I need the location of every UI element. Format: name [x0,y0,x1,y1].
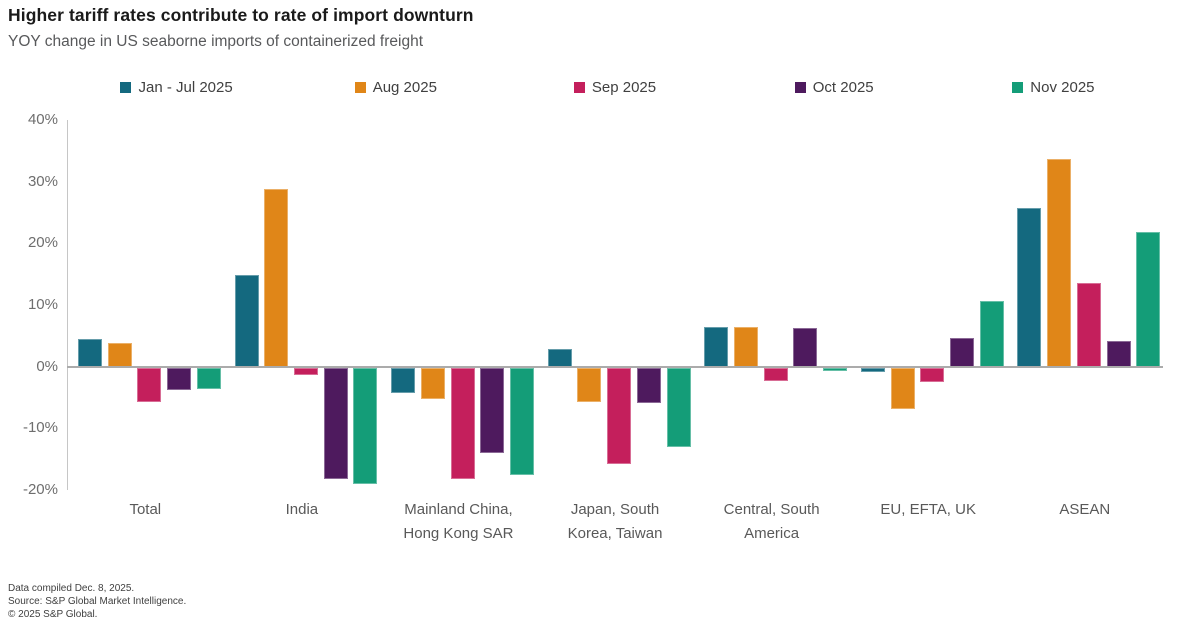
bar-nov-2025-asean [1136,232,1161,367]
bar-nov-2025-india [353,367,378,485]
legend-item: Nov 2025 [944,76,1163,98]
bar-nov-2025-mainland-china-hong-kong-sar [509,367,534,475]
bar-sep-2025-japan-south-korea-taiwan [607,367,632,464]
y-tick-label: 40% [27,111,58,128]
bar-nov-2025-central-south-america [823,367,848,371]
legend-item: Jan - Jul 2025 [67,76,286,98]
footnote: Data compiled Dec. 8, 2025. Source: S&P … [8,582,186,621]
bar-jan-jul-2025-total [78,338,102,367]
bar-aug-2025-mainland-china-hong-kong-sar [420,367,445,400]
y-tick-label: -20% [22,481,58,498]
bar-aug-2025-total [107,342,132,367]
y-tick-label: 20% [27,234,58,252]
legend-swatch-icon [1012,81,1024,93]
legend-label: Nov 2025 [1030,78,1095,96]
plot-area [67,120,1163,490]
bar-jan-jul-2025-mainland-china-hong-kong-sar [391,367,416,393]
bar-sep-2025-total [137,367,162,403]
y-axis-line [67,120,68,490]
bar-jan-jul-2025-india [234,274,259,367]
legend-swatch-icon [794,81,806,93]
chart-title: Higher tariff rates contribute to rate o… [8,5,474,25]
bar-aug-2025-india [264,189,289,367]
x-category-label: India [285,501,319,518]
footnote-line: Data compiled Dec. 8, 2025. [8,583,135,594]
bar-aug-2025-asean [1047,159,1072,367]
bar-oct-2025-central-south-america [793,328,818,367]
bar-nov-2025-japan-south-korea-taiwan [666,367,691,447]
legend-label: Oct 2025 [812,78,874,96]
bar-sep-2025-asean [1076,282,1101,367]
bar-oct-2025-india [323,367,348,480]
bar-aug-2025-eu-efta-uk [890,367,915,409]
legend-swatch-icon [573,81,585,93]
legend-label: Aug 2025 [372,78,437,96]
legend-label: Jan - Jul 2025 [138,78,233,96]
bar-oct-2025-asean [1106,340,1131,367]
footnote-line: © 2025 S&P Global. [8,609,98,620]
bar-oct-2025-mainland-china-hong-kong-sar [480,367,505,454]
x-category-label: Total [129,501,162,518]
footnote-line: Source: S&P Global Market Intelligence. [8,596,187,607]
y-tick-label: 30% [27,172,58,190]
bar-nov-2025-total [196,367,221,389]
bar-nov-2025-eu-efta-uk [979,300,1004,367]
legend-item: Oct 2025 [725,76,944,98]
x-category-label: EU, EFTA, UK [880,501,976,518]
bar-sep-2025-eu-efta-uk [920,367,945,382]
legend-swatch-icon [354,81,366,93]
x-category-label: ASEAN [1059,501,1111,518]
bar-jan-jul-2025-eu-efta-uk [860,367,885,372]
bar-oct-2025-total [167,367,192,390]
zero-baseline [67,365,1163,368]
bar-aug-2025-japan-south-korea-taiwan [577,367,602,402]
x-axis-labels: Total India Mainland China, Hong Kong SAR Ja… [67,498,1163,546]
x-category-label: Japan, South Korea, Taiwan [567,501,663,542]
bar-jan-jul-2025-japan-south-korea-taiwan [547,349,572,367]
x-category-label: Mainland China, Hong Kong SAR [403,501,514,542]
legend: Jan - Jul 2025 Aug 2025 Sep 2025 Oct 2025 No… [67,76,1163,98]
bar-sep-2025-india [293,367,318,376]
x-category-label: Central, South America [723,501,820,542]
y-tick-label: 10% [27,296,58,313]
bar-sep-2025-central-south-america [763,367,788,382]
legend-item: Sep 2025 [505,76,724,98]
bar-aug-2025-central-south-america [733,326,758,367]
y-tick-label: 0% [36,357,58,375]
bar-oct-2025-japan-south-korea-taiwan [636,367,661,404]
bar-sep-2025-mainland-china-hong-kong-sar [450,367,475,479]
y-axis: 40% 30% 20% 10% 0% -10% -20% [0,111,58,498]
legend-swatch-icon [120,81,132,93]
chart-subtitle: YOY change in US seaborne imports of con… [8,33,424,50]
bar-oct-2025-eu-efta-uk [949,338,974,367]
bar-jan-jul-2025-central-south-america [704,326,729,367]
bar-jan-jul-2025-asean [1017,208,1042,367]
legend-label: Sep 2025 [591,78,657,96]
y-tick-label: -10% [22,419,58,437]
legend-item: Aug 2025 [286,76,505,98]
